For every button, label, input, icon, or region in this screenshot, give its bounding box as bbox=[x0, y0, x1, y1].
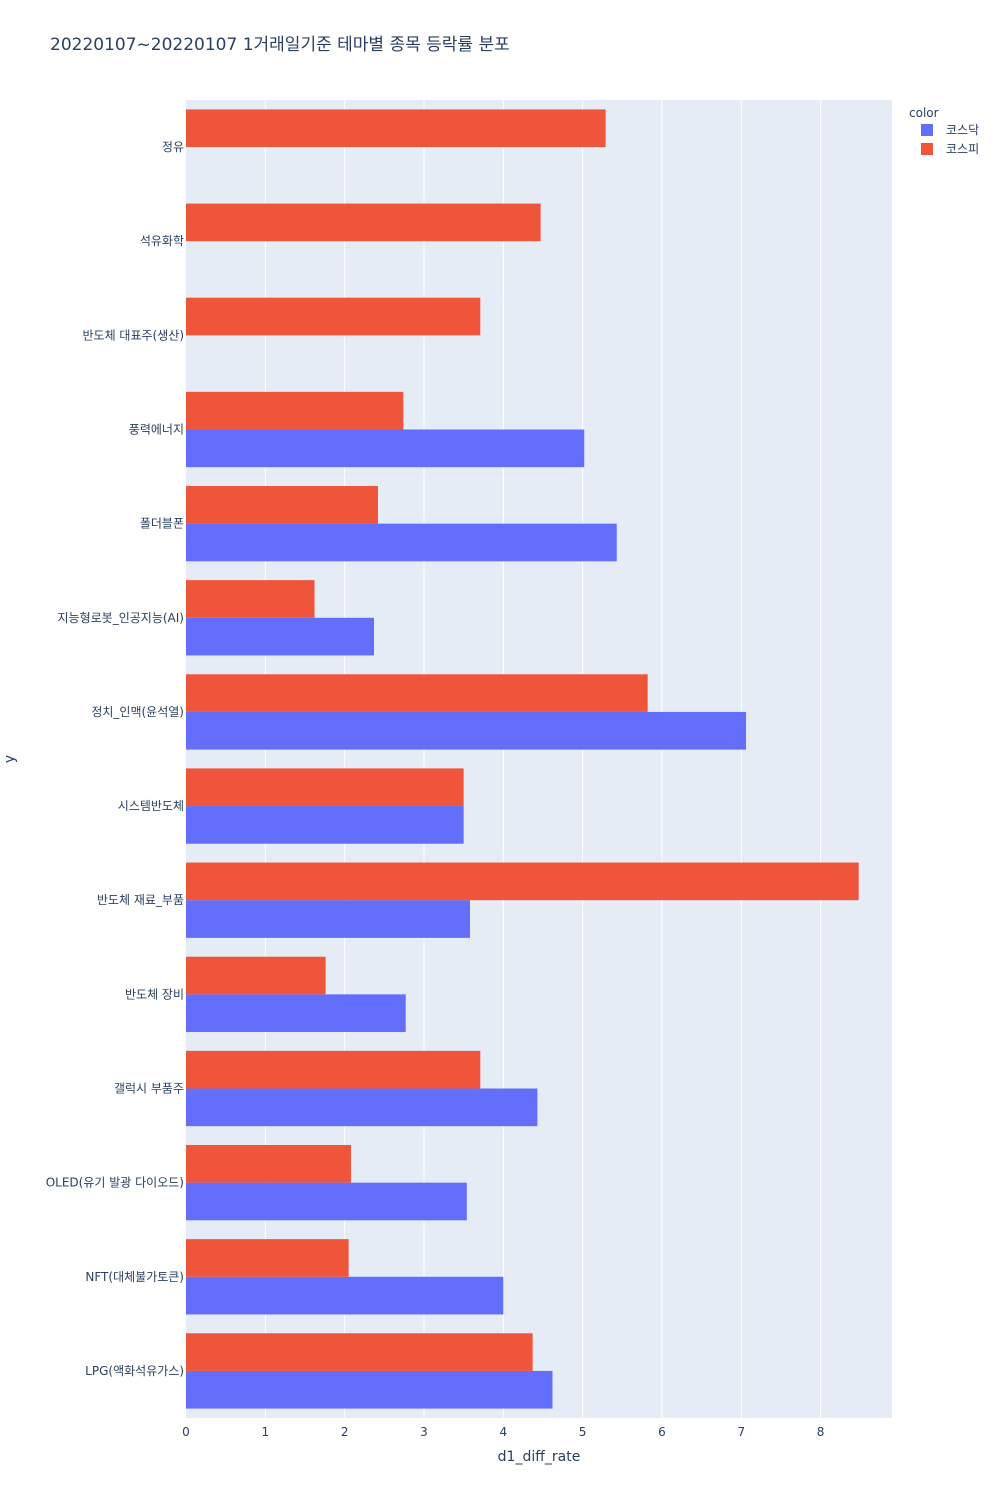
bar-kosdaq bbox=[186, 1276, 504, 1315]
bar-kospi bbox=[186, 203, 541, 242]
bar-kosdaq bbox=[186, 1088, 538, 1127]
bar-kospi bbox=[186, 580, 315, 618]
x-tick-label: 1 bbox=[262, 1425, 270, 1439]
x-tick-label: 7 bbox=[737, 1425, 745, 1439]
bar-kospi bbox=[186, 109, 606, 148]
x-tick-label: 6 bbox=[658, 1425, 666, 1439]
bar-kosdaq bbox=[186, 994, 406, 1033]
legend-title: color bbox=[909, 106, 939, 120]
x-tick-label: 0 bbox=[182, 1425, 190, 1439]
bar-kosdaq bbox=[186, 429, 585, 468]
y-tick-label: 시스템반도체 bbox=[118, 799, 184, 813]
bar-kospi bbox=[186, 1144, 351, 1183]
x-axis-title: d1_diff_rate bbox=[498, 1449, 581, 1465]
x-tick-labels: 0 1 2 3 4 5 6 7 8 bbox=[182, 1425, 824, 1439]
y-tick-label: 정유 bbox=[162, 140, 184, 154]
bar-kosdaq bbox=[186, 1370, 553, 1409]
bar-kosdaq bbox=[186, 711, 747, 750]
bar-kosdaq bbox=[186, 1182, 467, 1221]
bar-kosdaq bbox=[186, 523, 617, 562]
x-tick-label: 5 bbox=[579, 1425, 587, 1439]
legend-swatch bbox=[921, 143, 933, 155]
bar-kospi bbox=[186, 1050, 481, 1089]
y-tick-label: 갤럭시 부품주 bbox=[114, 1082, 184, 1096]
bar-kospi bbox=[186, 485, 378, 524]
x-tick-label: 8 bbox=[817, 1425, 825, 1439]
bar-kosdaq bbox=[186, 806, 464, 844]
y-tick-label: 지능형로봇_인공지능(AI) bbox=[58, 611, 184, 625]
y-tick-label: 반도체 재료_부품 bbox=[97, 893, 184, 907]
y-axis-title: y bbox=[2, 755, 18, 763]
x-tick-label: 4 bbox=[499, 1425, 507, 1439]
legend-label: 코스닥 bbox=[946, 123, 979, 137]
y-tick-label: 풍력에너지 bbox=[129, 423, 184, 437]
bar-kospi bbox=[186, 956, 326, 995]
bar-kospi bbox=[186, 297, 481, 336]
y-tick-label: 폴더블폰 bbox=[140, 517, 184, 531]
bar-kospi bbox=[186, 391, 404, 430]
bars bbox=[186, 109, 859, 1409]
bar-kospi bbox=[186, 1333, 533, 1371]
bar-kospi bbox=[186, 768, 464, 807]
bar-kospi bbox=[186, 862, 859, 901]
x-tick-label: 2 bbox=[341, 1425, 349, 1439]
bar-kosdaq bbox=[186, 900, 470, 938]
y-tick-label: 정치_인맥(윤석열) bbox=[91, 705, 184, 719]
y-tick-label: NFT(대체불가토큰) bbox=[85, 1270, 184, 1284]
y-tick-label: 석유화학 bbox=[140, 234, 184, 248]
bar-kospi bbox=[186, 1239, 349, 1277]
y-tick-label: OLED(유기 발광 다이오드) bbox=[46, 1176, 184, 1190]
legend-swatch bbox=[921, 124, 933, 136]
legend-label: 코스피 bbox=[946, 142, 979, 156]
y-tick-label: LPG(액화석유가스) bbox=[85, 1364, 184, 1378]
y-tick-label: 반도체 대표주(생산) bbox=[83, 328, 185, 342]
x-tick-label: 3 bbox=[420, 1425, 428, 1439]
chart-title: 20220107~20220107 1거래일기준 테마별 종목 등락률 분포 bbox=[50, 35, 510, 55]
y-tick-label: 반도체 장비 bbox=[125, 987, 184, 1001]
bar-kospi bbox=[186, 674, 648, 712]
bar-kosdaq bbox=[186, 617, 375, 656]
